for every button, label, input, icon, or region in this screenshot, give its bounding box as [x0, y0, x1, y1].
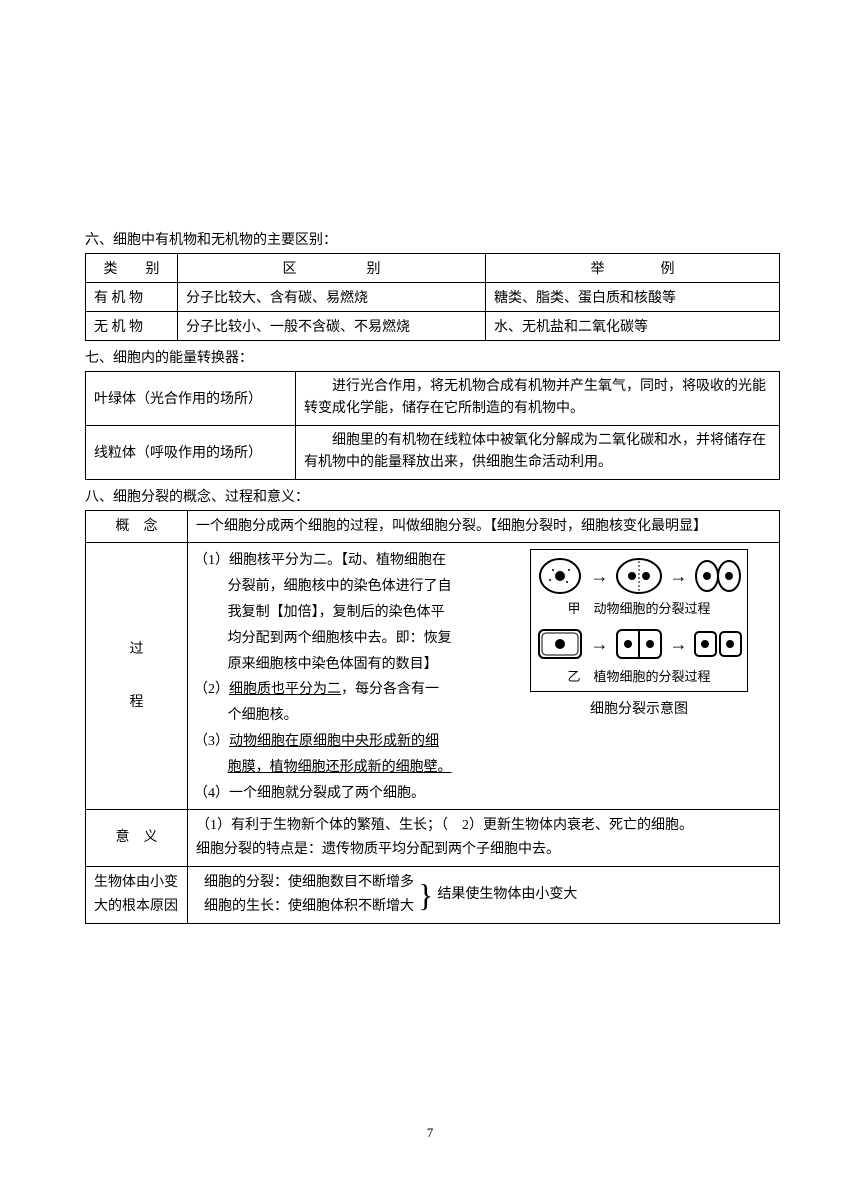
t1-r1c3: 糖类、脂类、蛋白质和核酸等 — [486, 283, 780, 312]
t2-r2c2: 细胞里的有机物在线粒体中被氧化分解成为二氧化碳和水，并将储存在有机物中的能量释放… — [296, 425, 780, 479]
process-label: 过 程 — [86, 543, 188, 810]
division-diagram: → → — [505, 549, 773, 807]
arrow-icon: → — [591, 561, 609, 592]
t1-r2c2: 分子比较小、一般不含碳、不易燃烧 — [178, 312, 486, 341]
t1-h3: 举 例 — [486, 254, 780, 283]
section8-title: 八、细胞分裂的概念、过程和意义： — [85, 486, 780, 506]
concept-label: 概 念 — [86, 510, 188, 543]
plant-cell-3-icon — [693, 624, 743, 664]
arrow-icon: → — [670, 629, 688, 660]
t1-r1c2: 分子比较大、含有碳、易燃烧 — [178, 283, 486, 312]
t1-r2c1: 无 机 物 — [86, 312, 178, 341]
concept-text: 一个细胞分成两个细胞的过程，叫做细胞分裂。【细胞分裂时，细胞核变化最明显】 — [188, 510, 780, 543]
diagram-plant-label: 乙 植物细胞的分裂过程 — [535, 666, 743, 688]
t2-r1c2: 进行光合作用，将无机物合成有机物并产生氧气，同时，将吸收的光能转变成化学能，储存… — [296, 372, 780, 426]
animal-cell-3-icon — [693, 556, 743, 596]
brace-icon: } — [414, 879, 437, 911]
t1-h2: 区 别 — [178, 254, 486, 283]
process-text: （1）细胞核平分为二。【动、植物细胞在 分裂前，细胞核中的染色体进行了自 我复制… — [194, 549, 505, 807]
page-number: 7 — [0, 1125, 860, 1141]
meaning-label: 意 义 — [86, 810, 188, 867]
meaning-line1: （1）有利于生物新个体的繁殖、生长；（ 2）更新生物体内衰老、死亡的细胞。 — [196, 814, 771, 838]
table-organic-inorganic: 类 别 区 别 举 例 有 机 物 分子比较大、含有碳、易燃烧 糖类、脂类、蛋白… — [85, 253, 780, 341]
process-label-2: 程 — [94, 691, 179, 715]
table-cell-division: 概 念 一个细胞分成两个细胞的过程，叫做细胞分裂。【细胞分裂时，细胞核变化最明显… — [85, 510, 780, 924]
t1-r2c3: 水、无机盐和二氧化碳等 — [486, 312, 780, 341]
plant-cell-2-icon — [614, 624, 664, 664]
process-label-1: 过 — [94, 638, 179, 662]
plant-cell-1-icon — [535, 624, 585, 664]
t1-r1c1: 有 机 物 — [86, 283, 178, 312]
t2-r2c1: 线粒体（呼吸作用的场所） — [86, 425, 296, 479]
cause-lines: 细胞的分裂：使细胞数目不断增多 细胞的生长：使细胞体积不断增大 — [196, 871, 414, 919]
arrow-icon: → — [670, 561, 688, 592]
t1-h1: 类 别 — [86, 254, 178, 283]
diagram-caption: 细胞分裂示意图 — [505, 698, 773, 722]
arrow-icon: → — [591, 629, 609, 660]
cause-result: 结果使生物体由小变大 — [437, 883, 577, 907]
animal-cell-2-icon — [614, 556, 664, 596]
diagram-animal-label: 甲 动物细胞的分裂过程 — [535, 598, 743, 620]
cause-label: 生物体由小变大的根本原因 — [86, 866, 188, 923]
meaning-line2: 细胞分裂的特点是：遗传物质平均分配到两个子细胞中去。 — [196, 838, 771, 862]
section7-title: 七、细胞内的能量转换器： — [85, 347, 780, 367]
section6-title: 六、细胞中有机物和无机物的主要区别： — [85, 229, 780, 249]
t2-r1c1: 叶绿体（光合作用的场所） — [86, 372, 296, 426]
table-energy-converter: 叶绿体（光合作用的场所） 进行光合作用，将无机物合成有机物并产生氧气，同时，将吸… — [85, 371, 780, 480]
animal-cell-1-icon — [535, 556, 585, 596]
